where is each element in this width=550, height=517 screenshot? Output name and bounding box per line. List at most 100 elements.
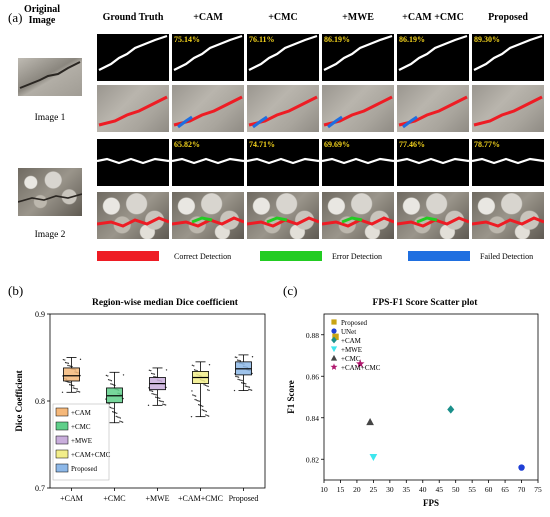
- box: [63, 367, 80, 382]
- legend-label: +CAM: [341, 337, 362, 345]
- x-tick-label: 45: [435, 485, 443, 494]
- data-point: [233, 389, 236, 392]
- data-point: [111, 383, 113, 386]
- x-tick-label: 60: [485, 485, 493, 494]
- data-point: [248, 388, 250, 391]
- x-tick-label: 55: [468, 485, 476, 494]
- original-image-header: Original Image: [23, 4, 61, 26]
- result-tile: [397, 85, 469, 132]
- x-tick-label: +CAM: [60, 494, 83, 503]
- legend-marker: [331, 336, 337, 344]
- data-point: [195, 369, 197, 372]
- data-point: [238, 379, 241, 381]
- x-tick-label: 40: [419, 485, 427, 494]
- legend-swatch-error: [260, 251, 322, 261]
- legend-label: Proposed: [341, 319, 368, 327]
- legend-marker: [330, 363, 338, 370]
- result-tile: [472, 192, 544, 239]
- legend-marker: [330, 354, 338, 361]
- row-label-image-2: Image 2: [34, 230, 66, 240]
- result-tile: [247, 85, 319, 132]
- result-tile: 75.14%: [172, 34, 244, 81]
- data-point: [204, 384, 207, 386]
- data-point: [236, 376, 238, 378]
- dice-score-label: 76.11%: [249, 35, 275, 44]
- crack-path: [398, 34, 468, 71]
- data-point: [75, 387, 77, 390]
- data-point: [109, 406, 112, 409]
- column-header: Proposed: [488, 12, 528, 23]
- result-tile: 86.19%: [397, 34, 469, 81]
- legend-label-correct: Correct Detection: [174, 252, 232, 261]
- data-point: [110, 383, 112, 385]
- y-axis-label: Dice Coefficient: [14, 370, 24, 431]
- legend-swatch-correct: [97, 251, 159, 261]
- crack-path: [472, 157, 544, 165]
- legend-label: +MWE: [341, 346, 362, 354]
- crack-path: [98, 34, 168, 71]
- crack-path: [248, 34, 318, 71]
- data-point: [112, 384, 115, 386]
- scatter-point: [518, 464, 525, 471]
- data-point: [155, 394, 157, 396]
- data-point: [193, 369, 196, 371]
- data-point: [245, 383, 247, 385]
- original-image-2: [18, 168, 82, 216]
- y-tick-label: 0.9: [35, 310, 45, 319]
- x-tick-label: 65: [501, 485, 509, 494]
- data-point: [162, 401, 165, 403]
- legend-swatch: [55, 463, 69, 473]
- data-point: [193, 394, 195, 397]
- crack-path: [472, 216, 544, 228]
- column-header: +CAM: [193, 12, 223, 23]
- data-point: [66, 362, 68, 364]
- data-point: [202, 409, 205, 412]
- x-tick-label: 75: [534, 485, 542, 494]
- panel-a-label: (a): [8, 10, 23, 25]
- box-chart-title: Region-wise median Dice coefficient: [92, 298, 238, 308]
- scatter-point: [366, 418, 374, 426]
- data-point: [68, 381, 70, 383]
- result-tile: [97, 34, 169, 81]
- data-point: [198, 403, 200, 406]
- legend-label-error: Error Detection: [332, 252, 382, 261]
- data-point: [206, 414, 208, 417]
- data-point: [159, 397, 161, 400]
- data-point: [119, 417, 122, 419]
- data-point: [62, 358, 65, 361]
- crack-path: [98, 95, 168, 127]
- data-point: [249, 389, 251, 391]
- data-point: [163, 403, 165, 406]
- data-point: [195, 399, 198, 401]
- crack-path: [172, 157, 244, 165]
- data-point: [152, 373, 154, 375]
- x-tick-label: 35: [403, 485, 411, 494]
- data-point: [110, 380, 113, 382]
- dice-score-label: 75.14%: [174, 35, 200, 44]
- data-point: [79, 358, 82, 361]
- data-point: [122, 374, 125, 376]
- result-tile: [172, 192, 244, 239]
- data-point: [198, 400, 200, 402]
- result-tile: 69.69%: [322, 139, 394, 186]
- data-point: [244, 385, 246, 387]
- legend-label: Proposed: [71, 465, 98, 473]
- column-header: +CMC: [268, 12, 298, 23]
- data-point: [64, 361, 67, 364]
- dice-score-label: 77.46%: [399, 140, 425, 149]
- data-point: [236, 356, 238, 359]
- data-point: [149, 389, 151, 392]
- x-tick-label: +CAM+CMC: [178, 494, 223, 503]
- data-point: [201, 409, 203, 411]
- legend-marker: [331, 319, 337, 325]
- data-point: [120, 420, 122, 423]
- crack-path: [97, 157, 169, 165]
- y-tick-label: 0.86: [306, 372, 319, 381]
- x-tick-label: 50: [452, 485, 460, 494]
- result-tile: [247, 192, 319, 239]
- data-point: [203, 383, 205, 386]
- data-point: [205, 414, 207, 416]
- data-point: [151, 390, 154, 393]
- detection-error-path: [191, 216, 213, 224]
- plot-frame: [323, 313, 539, 481]
